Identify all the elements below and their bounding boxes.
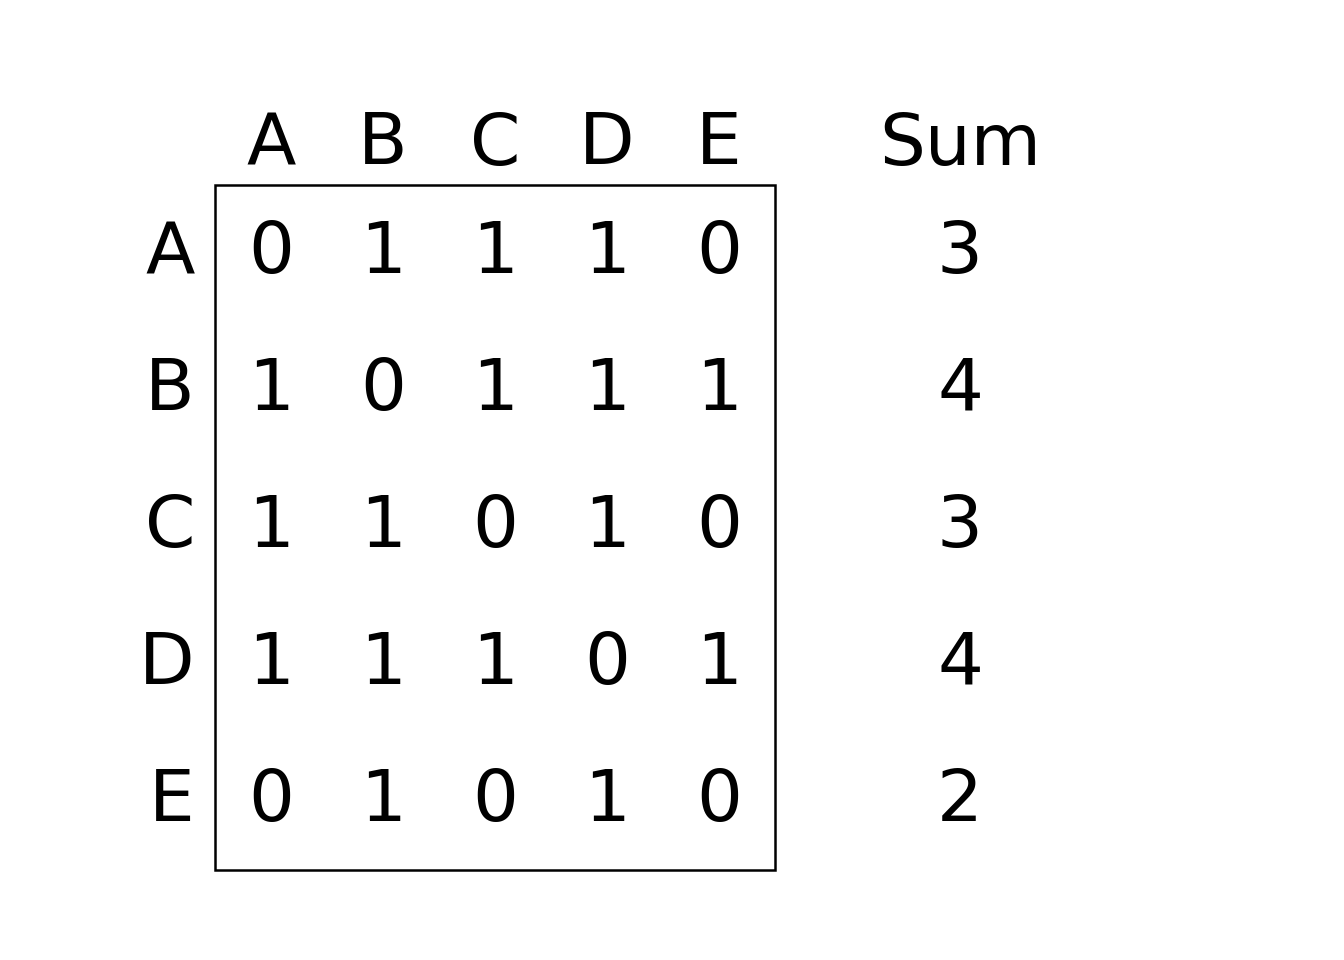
Text: A: A — [145, 219, 195, 288]
Text: 1: 1 — [696, 356, 742, 425]
Text: 1: 1 — [585, 493, 630, 562]
Text: 0: 0 — [249, 767, 294, 836]
Text: 4: 4 — [937, 630, 982, 699]
Text: 1: 1 — [585, 767, 630, 836]
Text: 3: 3 — [937, 493, 982, 562]
Text: 1: 1 — [249, 630, 294, 699]
Text: C: C — [145, 493, 195, 562]
Text: 0: 0 — [249, 219, 294, 288]
Text: 1: 1 — [360, 219, 406, 288]
Text: 0: 0 — [696, 767, 742, 836]
Text: 0: 0 — [472, 493, 517, 562]
Text: 0: 0 — [472, 767, 517, 836]
Text: 0: 0 — [585, 630, 630, 699]
Text: 1: 1 — [472, 630, 517, 699]
Text: 1: 1 — [249, 493, 294, 562]
Text: E: E — [149, 767, 195, 836]
Text: 1: 1 — [585, 356, 630, 425]
Text: 3: 3 — [937, 219, 982, 288]
Text: D: D — [140, 630, 195, 699]
Text: 1: 1 — [360, 630, 406, 699]
Text: B: B — [359, 110, 407, 180]
Text: 1: 1 — [696, 630, 742, 699]
Text: 1: 1 — [360, 493, 406, 562]
Text: 4: 4 — [937, 356, 982, 425]
Text: C: C — [470, 110, 520, 180]
Bar — [215, 185, 775, 870]
Text: B: B — [145, 356, 195, 425]
Text: Sum: Sum — [879, 110, 1042, 180]
Text: 0: 0 — [696, 493, 742, 562]
Text: D: D — [579, 110, 634, 180]
Text: 1: 1 — [472, 219, 517, 288]
Text: 1: 1 — [472, 356, 517, 425]
Text: 1: 1 — [360, 767, 406, 836]
Text: 0: 0 — [360, 356, 406, 425]
Text: 2: 2 — [937, 767, 982, 836]
Text: 1: 1 — [585, 219, 630, 288]
Text: 0: 0 — [696, 219, 742, 288]
Text: A: A — [246, 110, 296, 180]
Text: E: E — [696, 110, 742, 180]
Text: 1: 1 — [249, 356, 294, 425]
